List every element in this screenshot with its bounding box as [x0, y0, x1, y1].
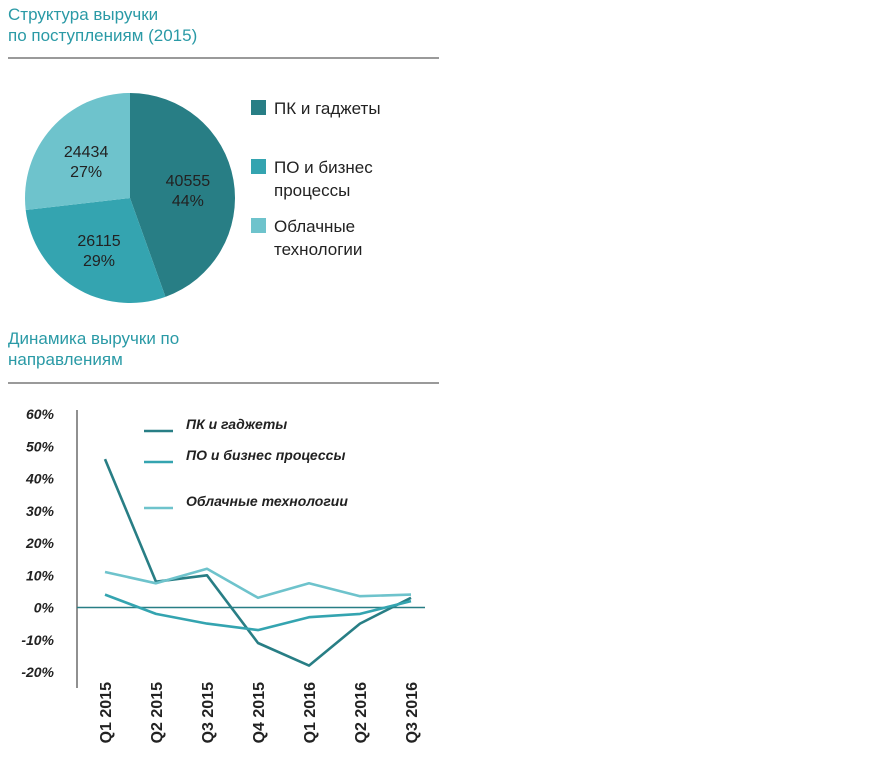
y-tick-label: -10%	[21, 632, 54, 648]
pie-legend-label-cloud: Облачные	[274, 217, 355, 236]
y-tick-label: 60%	[26, 406, 55, 422]
x-tick-label: Q2 2016	[353, 682, 370, 743]
series-line-pc	[103, 458, 412, 667]
y-tick-label: 50%	[26, 438, 55, 454]
line-title-rule	[8, 382, 439, 384]
series-line-cloud	[104, 567, 412, 600]
pie-legend-swatch-cloud	[251, 218, 266, 233]
line-chart-title: Динамика выручки по направлениям	[8, 328, 179, 370]
pie-percent-label-cloud: 27%	[70, 164, 102, 181]
pie-chart-title: Структура выручки по поступлениям (2015)	[8, 4, 197, 46]
x-tick-label: Q4 2015	[251, 682, 268, 743]
pie-legend-swatch-pc	[251, 100, 266, 115]
pie-title-line-1: Структура выручки	[8, 5, 159, 24]
series-line-software	[104, 593, 412, 632]
line-legend-label-software: ПО и бизнес процессы	[186, 447, 345, 463]
line-chart: 60% 50% 40% 30% 20% 10% 0% -10% -20% Q1 2015 Q2 20…	[21, 406, 425, 743]
x-tick-label: Q1 2015	[98, 682, 115, 743]
pie-legend-label-software: процессы	[274, 181, 350, 200]
y-tick-label: 40%	[25, 471, 55, 487]
x-tick-label: Q3 2015	[200, 682, 217, 743]
pie-value-label-software: 26115	[77, 233, 120, 250]
pie-legend-label-software: ПО и бизнес	[274, 158, 373, 177]
pie-value-label-cloud: 24434	[64, 144, 109, 161]
pie-slice-software	[25, 198, 166, 304]
pie-percent-label-pc: 44%	[172, 193, 204, 210]
x-tick-label: Q2 2015	[149, 682, 166, 743]
pie-percent-label-software: 29%	[83, 253, 115, 270]
pie-title-line-2: по поступлениям (2015)	[8, 26, 198, 45]
y-tick-label: -20%	[21, 664, 54, 680]
line-legend-label-cloud: Облачные технологии	[186, 493, 348, 509]
y-tick-label: 30%	[26, 503, 55, 519]
y-tick-label: 0%	[34, 600, 55, 616]
pie-legend-label-pc: ПК и гаджеты	[274, 99, 381, 118]
pie-value-label-pc: 40555	[166, 173, 211, 190]
y-tick-label: 10%	[26, 567, 55, 583]
line-title-line-2: направлениям	[8, 350, 123, 369]
line-legend-label-pc: ПК и гаджеты	[186, 416, 287, 432]
x-tick-label: Q3 2016	[404, 682, 421, 743]
y-tick-label: 20%	[25, 535, 55, 551]
x-tick-label: Q1 2016	[302, 682, 319, 743]
pie-chart: 40555 44% 26115 29% 24434 27% ПК и гаджеты ПО и…	[25, 93, 381, 304]
pie-legend-label-cloud: технологии	[274, 240, 362, 259]
pie-slice-pc	[130, 93, 236, 297]
pie-title-rule	[8, 57, 439, 59]
pie-slice-cloud	[25, 93, 130, 210]
pie-legend-swatch-software	[251, 159, 266, 174]
line-title-line-1: Динамика выручки по	[8, 329, 180, 348]
